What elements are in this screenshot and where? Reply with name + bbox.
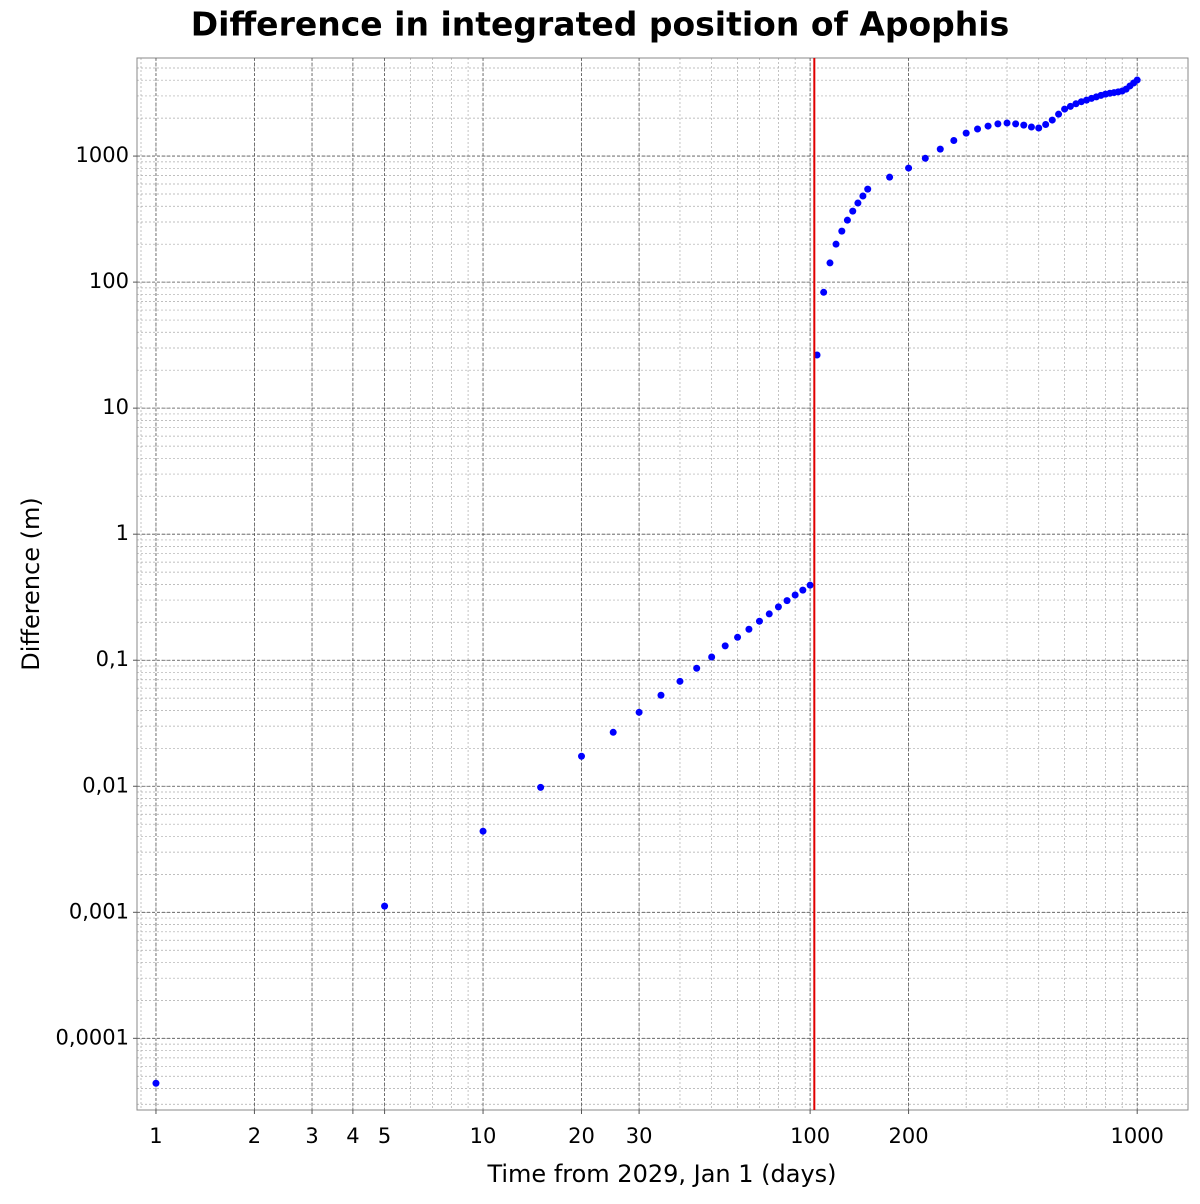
data-point [984,122,992,130]
data-point [1133,76,1141,84]
x-tick-label: 100 [790,1124,830,1148]
data-point [1066,102,1074,110]
data-point [791,591,799,599]
x-tick-label: 200 [889,1124,929,1148]
data-point [806,581,814,589]
y-tick-label: 0,1 [96,647,129,671]
x-axis-label: Time from 2029, Jan 1 (days) [486,1160,836,1188]
data-point [864,185,872,193]
y-tick-label: 1 [116,521,129,545]
data-point [1020,121,1028,129]
data-point [676,677,684,685]
data-point [962,129,970,137]
x-tick-label: 1000 [1110,1124,1163,1148]
data-point [537,783,545,791]
data-point [578,752,586,760]
x-tick-label: 10 [470,1124,497,1148]
data-point [950,136,958,144]
plot-frame [136,57,1189,1111]
y-tick-label: 0,0001 [56,1025,129,1049]
data-point [849,207,857,215]
data-point [1027,123,1035,131]
data-point [859,192,867,200]
x-tick-label: 20 [568,1124,595,1148]
data-point [820,288,828,296]
y-tick-label: 100 [89,269,129,293]
data-point [994,120,1002,128]
data-point [799,586,807,594]
data-point [826,259,834,267]
data-point [886,173,894,181]
data-point [774,603,782,611]
data-point [152,1079,160,1087]
data-point [765,610,773,618]
x-tick-label: 30 [626,1124,653,1148]
data-point [693,664,701,672]
y-tick-label: 1000 [76,143,129,167]
data-point [1048,116,1056,124]
data-point [843,216,851,224]
data-point [1003,119,1011,127]
y-tick-label: 0,001 [69,899,129,923]
data-point [1072,100,1080,108]
data-point [381,902,389,910]
data-point [936,145,944,153]
data-point [905,164,913,172]
x-tick-label: 3 [305,1124,318,1148]
data-point [734,633,742,641]
y-tick-label: 10 [102,395,129,419]
x-tick-label: 5 [378,1124,391,1148]
data-point [609,728,617,736]
data-point [1035,124,1043,132]
x-tick-label: 4 [346,1124,359,1148]
y-tick-label: 0,01 [82,773,129,797]
chart-title: Difference in integrated position of Apo… [191,5,1010,44]
data-point [657,691,665,699]
data-point [838,227,846,235]
data-point [854,199,862,207]
data-point [635,708,643,716]
data-point [1012,120,1020,128]
data-point [1061,105,1069,113]
data-point [974,125,982,133]
data-point [479,827,487,835]
x-tick-label: 1 [149,1124,162,1148]
x-tick-label: 2 [248,1124,261,1148]
data-point [708,653,716,661]
data-point [721,642,729,650]
data-point [745,625,753,633]
data-point [783,597,791,605]
data-point [755,617,763,625]
data-point [921,154,929,162]
data-point [1042,121,1050,129]
data-point [832,240,840,248]
y-axis-label: Difference (m) [17,497,45,670]
data-point [1055,110,1063,118]
